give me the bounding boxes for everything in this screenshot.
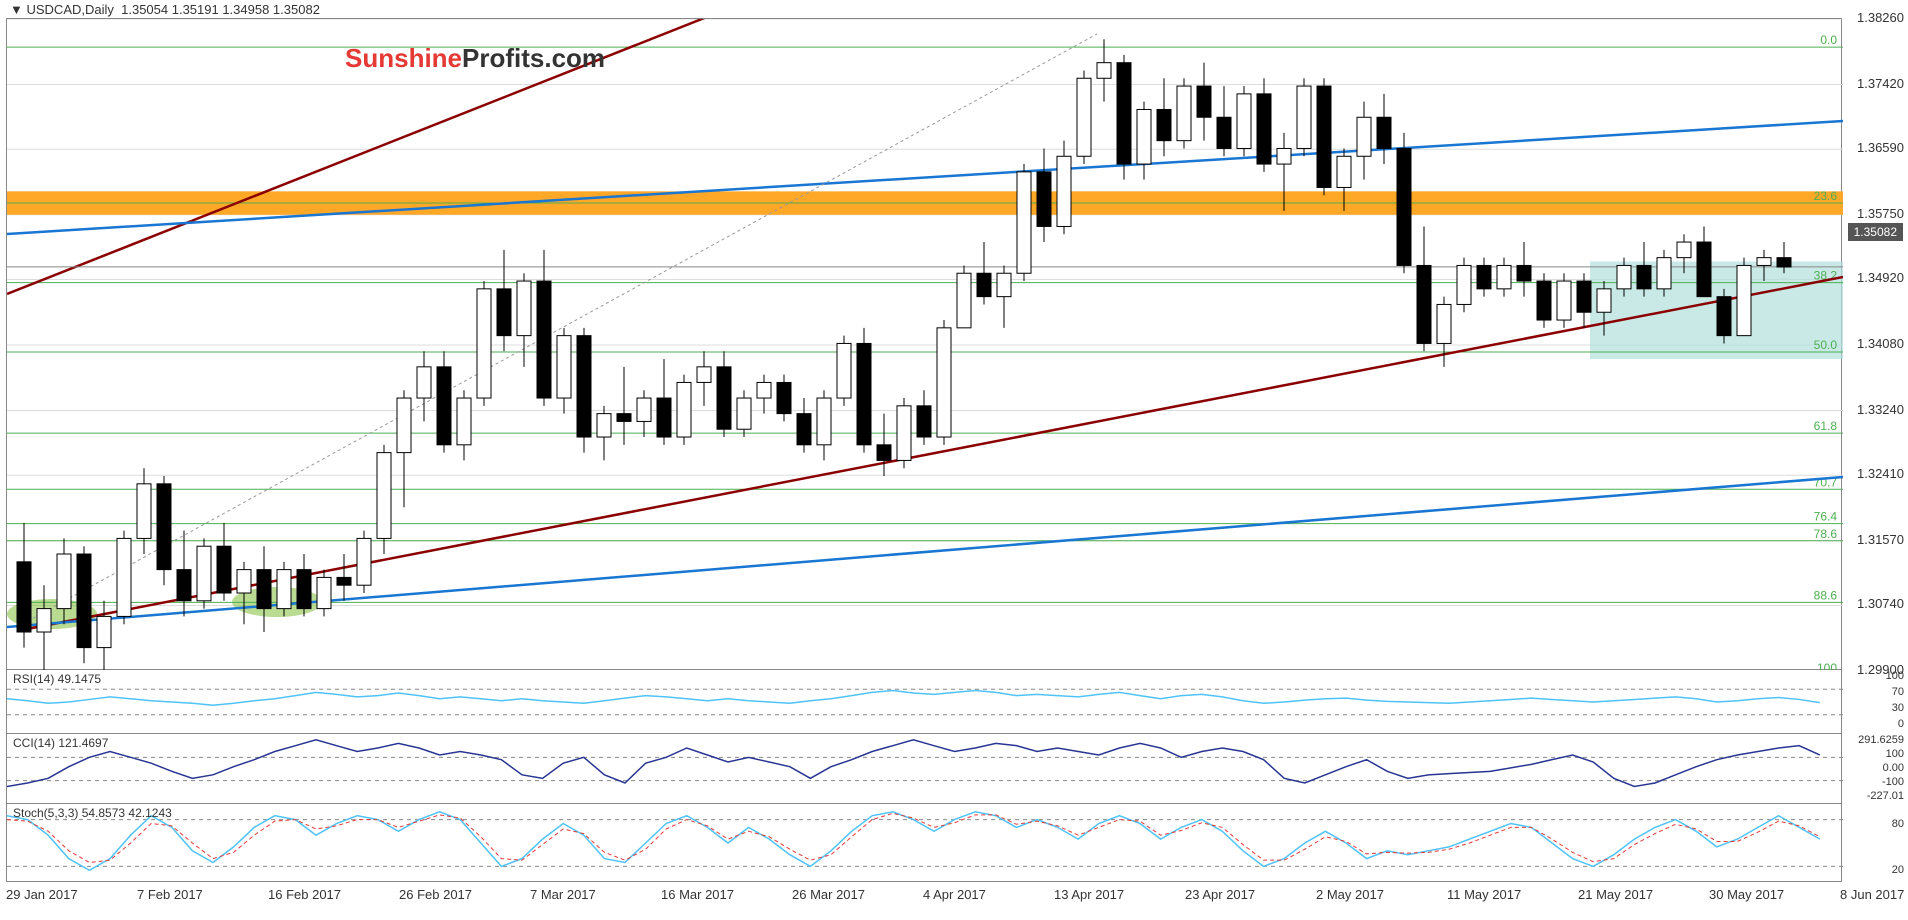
- cci-svg: [7, 734, 1843, 804]
- stoch-svg: [7, 804, 1843, 882]
- cci-panel[interactable]: CCI(14) 121.4697: [6, 734, 1842, 804]
- svg-text:23.6: 23.6: [1814, 189, 1838, 203]
- stoch-label: Stoch(5,3,3) 54.8573 42.1243: [13, 806, 172, 820]
- svg-text:78.6: 78.6: [1814, 527, 1838, 541]
- rsi-panel[interactable]: RSI(14) 49.1475: [6, 670, 1842, 734]
- main-price-chart[interactable]: SunshineProfits.com 0.023.638.250.061.87…: [6, 18, 1842, 670]
- rsi-label: RSI(14) 49.1475: [13, 672, 101, 686]
- y-axis: 1.382601.374201.365901.357501.349201.340…: [1842, 18, 1908, 882]
- chart-title: ▼ USDCAD,Daily 1.35054 1.35191 1.34958 1…: [10, 2, 320, 17]
- cci-label: CCI(14) 121.4697: [13, 736, 108, 750]
- svg-text:0.0: 0.0: [1820, 33, 1837, 47]
- rsi-svg: [7, 670, 1843, 734]
- svg-text:61.8: 61.8: [1814, 419, 1838, 433]
- chart-container: ▼ USDCAD,Daily 1.35054 1.35191 1.34958 1…: [0, 0, 1908, 920]
- current-price-box: 1.35082: [1848, 223, 1903, 241]
- watermark: SunshineProfits.com: [345, 43, 605, 74]
- svg-text:50.0: 50.0: [1814, 338, 1838, 352]
- svg-text:88.6: 88.6: [1814, 588, 1838, 602]
- price-svg: 0.023.638.250.061.870.776.478.688.6100: [7, 19, 1843, 671]
- svg-text:76.4: 76.4: [1814, 510, 1838, 524]
- x-axis: 29 Jan 20177 Feb 201716 Feb 201726 Feb 2…: [6, 882, 1842, 920]
- stoch-panel[interactable]: Stoch(5,3,3) 54.8573 42.1243: [6, 804, 1842, 882]
